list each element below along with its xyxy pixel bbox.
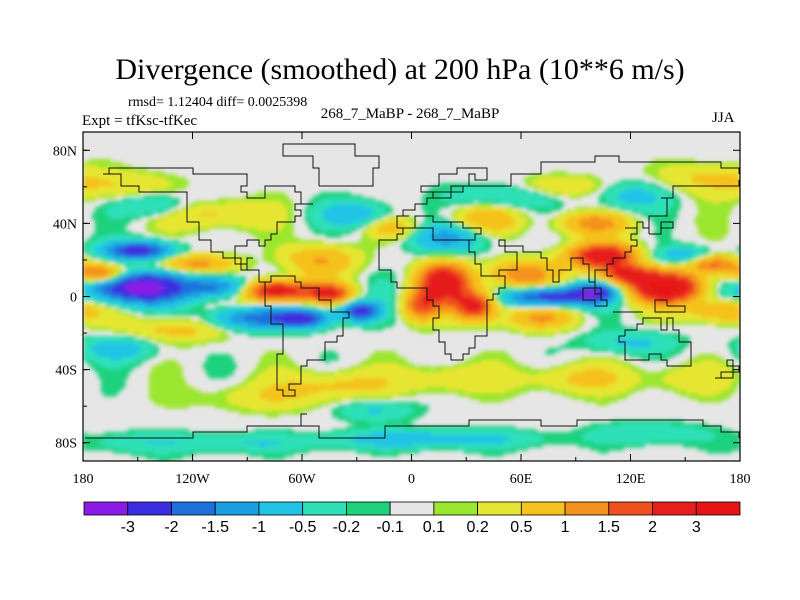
colorbar-label: -0.2 <box>333 519 361 536</box>
colorbar-label: -3 <box>121 519 135 536</box>
y-tick-label: 40S <box>55 364 77 379</box>
coastline-segment <box>618 317 692 367</box>
colorbar-label: 3 <box>692 519 701 536</box>
colorbar-swatch <box>258 501 304 516</box>
x-tick-label: 60E <box>510 472 533 487</box>
x-tick-label: 120E <box>616 472 646 487</box>
coastline-segment <box>715 359 740 379</box>
x-tick-label: 60W <box>288 472 316 487</box>
colorbar-swatch <box>389 501 435 516</box>
divergence-field <box>83 159 740 461</box>
coastline-segment <box>378 227 506 361</box>
x-tick-label: 120W <box>175 472 210 487</box>
experiment-label: Expt = tfKsc-tfKec <box>82 113 198 129</box>
coastline-segment <box>582 287 608 307</box>
colorbar-label: 0.5 <box>510 519 532 536</box>
case-label: 268_7_MaBP - 268_7_MaBP <box>320 106 500 122</box>
y-tick-label: 40N <box>53 217 77 232</box>
colorbar-label: 1 <box>561 519 570 536</box>
y-tick-label: 80S <box>55 437 77 452</box>
colorbar-swatch <box>345 501 391 516</box>
x-tick-label: 180 <box>730 472 751 487</box>
colorbar-swatch <box>477 501 522 516</box>
y-tick-label: 0 <box>70 291 77 306</box>
colorbar-label: 0.1 <box>423 519 445 536</box>
colorbar-label: -0.5 <box>289 519 317 536</box>
colorbar-swatch <box>127 501 172 516</box>
y-tick-label: 80N <box>53 144 77 159</box>
colorbar-swatch <box>695 501 741 516</box>
coastline-segment <box>103 167 350 397</box>
colorbar-swatch <box>171 501 216 516</box>
colorbar-swatch <box>608 501 653 516</box>
colorbar-swatch <box>564 501 610 516</box>
coastline-segment <box>654 299 686 313</box>
colorbar-label: 2 <box>648 519 657 536</box>
colorbar-swatch <box>652 501 697 516</box>
coastline-segment <box>396 155 740 228</box>
x-tick-label: 180 <box>73 472 94 487</box>
colorbar-label: -2 <box>164 519 178 536</box>
x-tick-label: 0 <box>408 472 415 487</box>
colorbar-swatch <box>302 501 347 516</box>
colorbar-label: -1 <box>252 519 266 536</box>
coastline-segment <box>397 215 482 241</box>
colorbar-swatch <box>433 501 479 516</box>
colorbar: -3 -2 -1.5 -1 -0.5 -0.2 -0.1 0.1 0.2 0.5 1 1.5 2 3 <box>83 501 741 536</box>
colorbar-label: -0.1 <box>376 519 404 536</box>
colorbar-label: 0.2 <box>466 519 488 536</box>
coastline-segment <box>493 180 740 295</box>
colorbar-label: -1.5 <box>201 519 229 536</box>
season-label: JJA <box>712 110 735 126</box>
colorbar-label: 1.5 <box>598 519 620 536</box>
colorbar-swatch <box>83 501 129 516</box>
colorbar-swatch <box>520 501 566 516</box>
coastline-segment <box>85 413 740 439</box>
stats-text: rmsd= 1.12404 diff= 0.0025398 <box>128 95 308 110</box>
colorbar-swatch <box>214 501 260 516</box>
coastline-segment <box>282 143 380 187</box>
coastline-segment <box>649 221 674 235</box>
axis-ticks: 180 120W 60W 0 60E 120E 180 80N 40N 0 40S 80S <box>53 132 751 487</box>
coastlines <box>85 143 740 439</box>
chart-title: Divergence (smoothed) at 200 hPa (10**6 … <box>115 53 685 86</box>
